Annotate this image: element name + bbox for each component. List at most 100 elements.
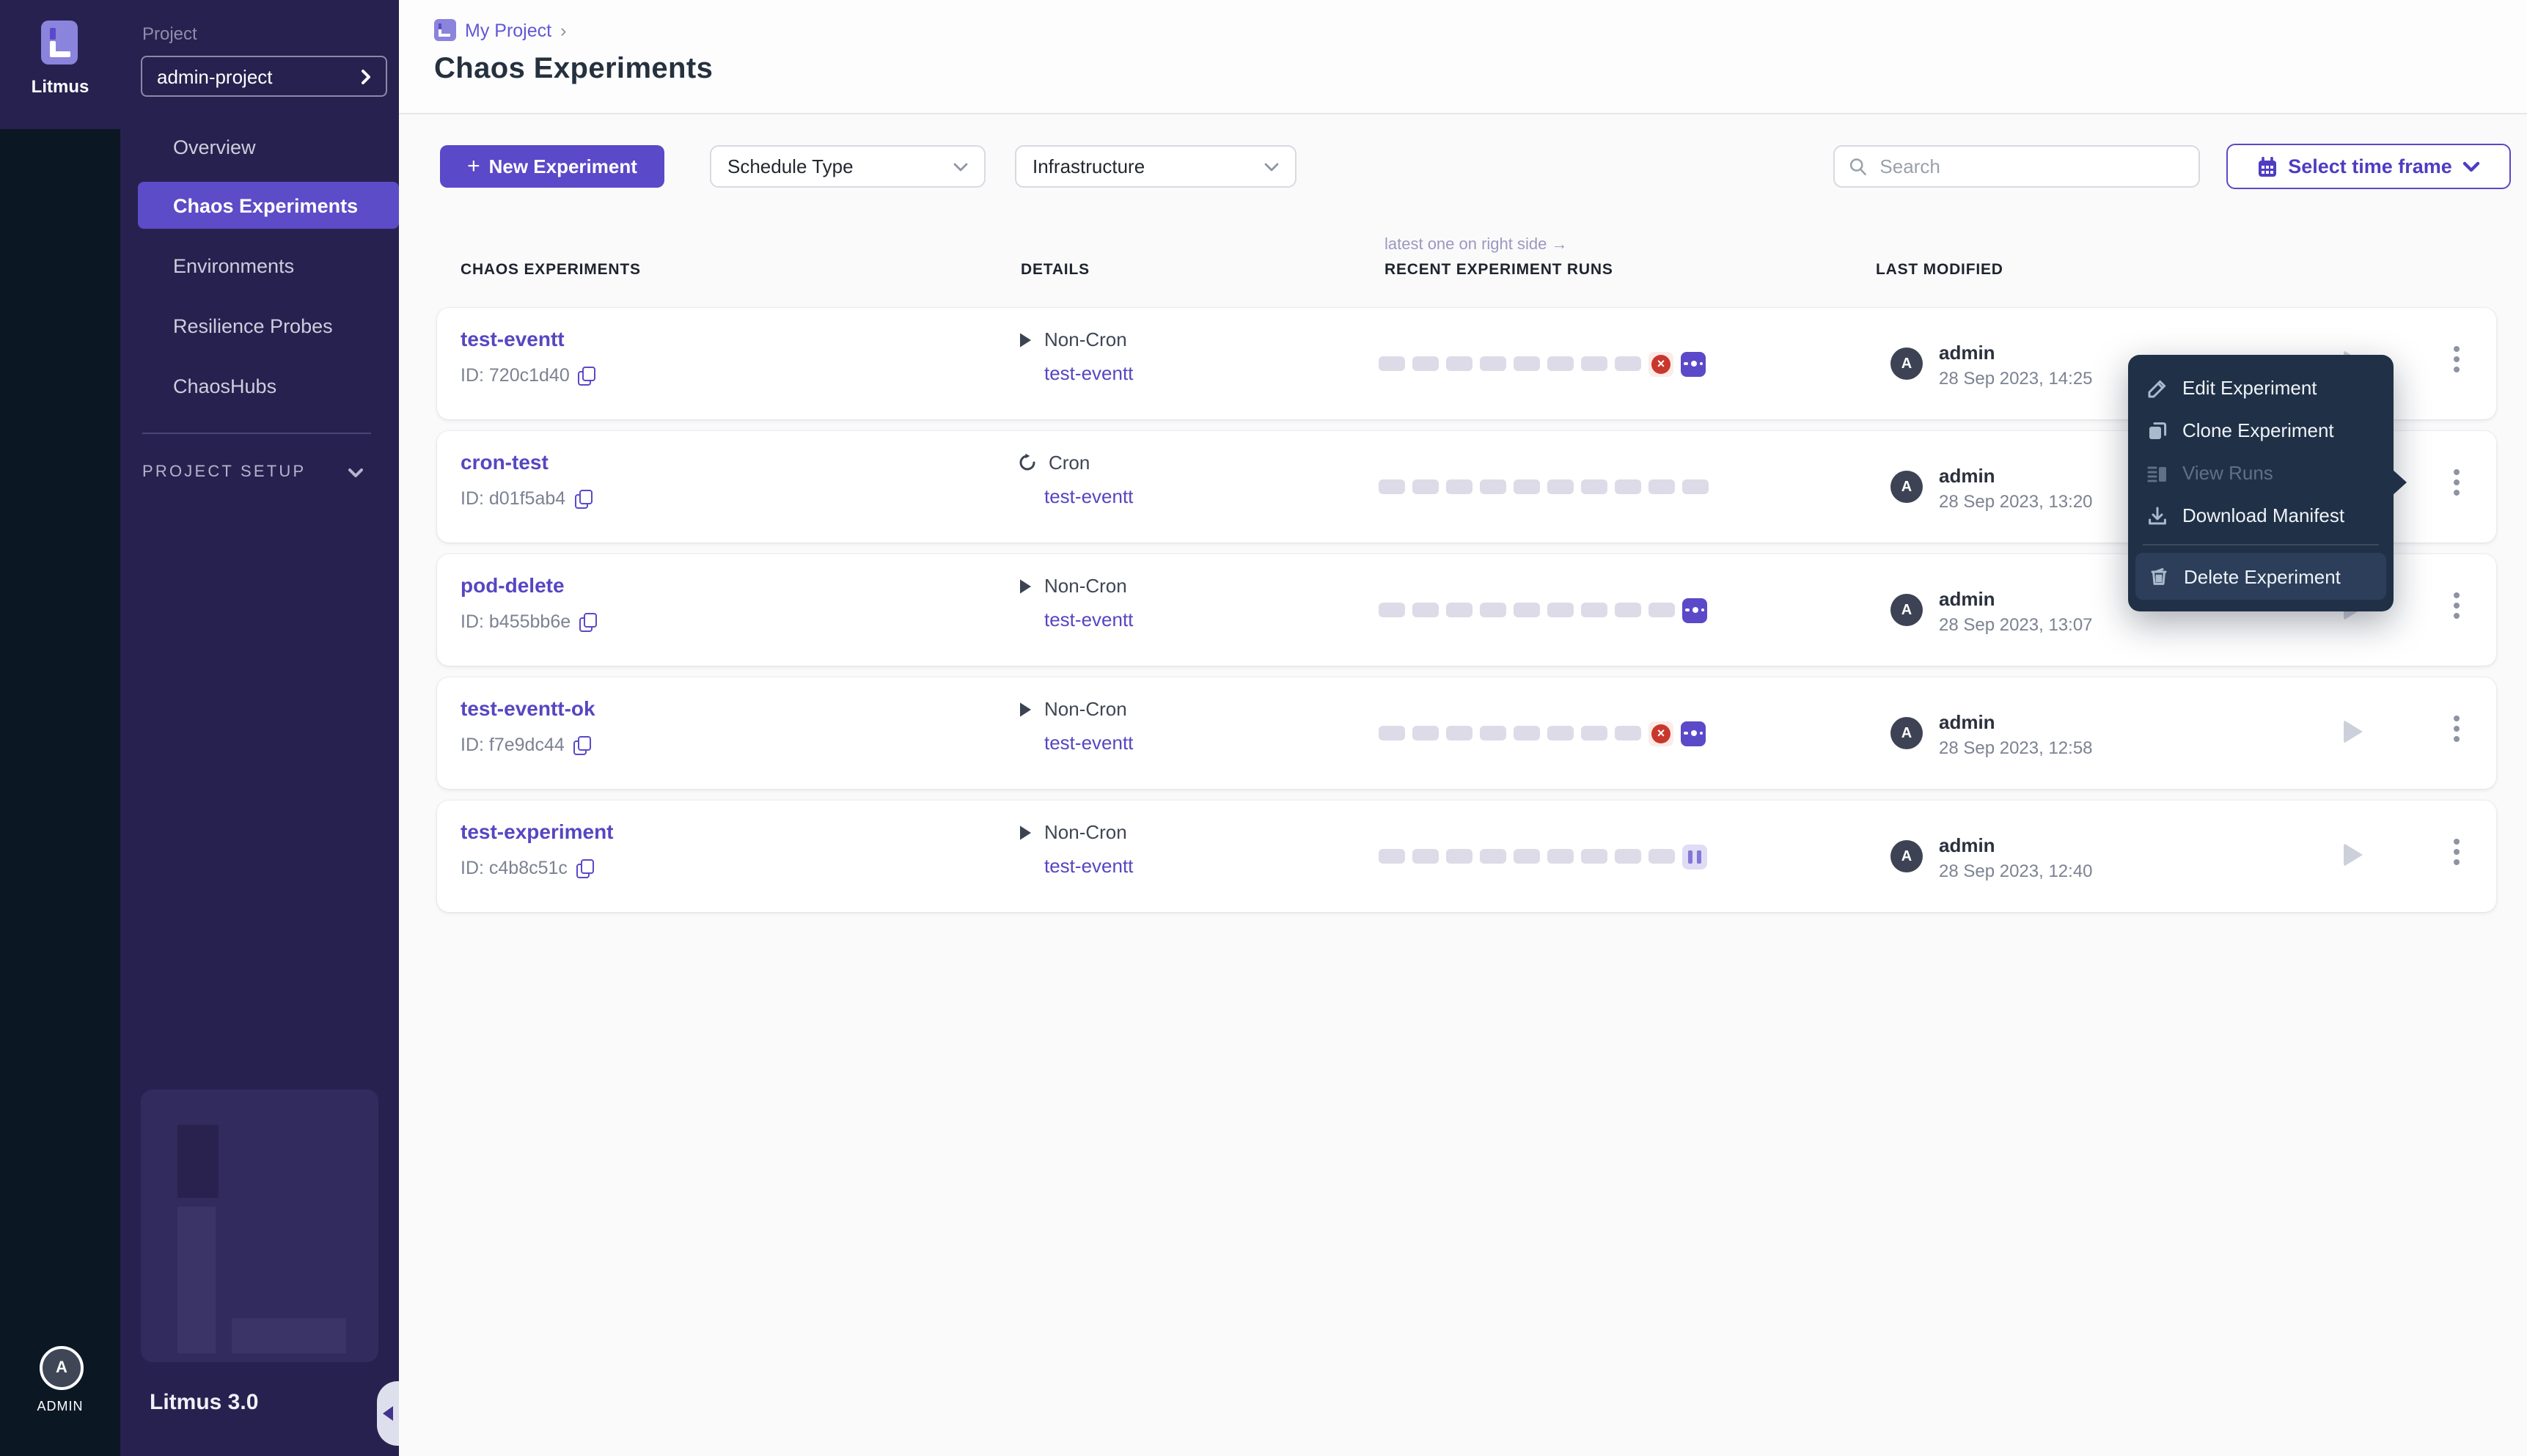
experiment-name-link[interactable]: test-experiment [461, 820, 614, 843]
run-empty-pill[interactable] [1480, 356, 1506, 371]
run-empty-pill[interactable] [1648, 849, 1675, 864]
run-empty-pill[interactable] [1379, 726, 1405, 740]
run-running-tile[interactable] [1681, 721, 1706, 746]
sidebar-item-overview[interactable]: Overview [173, 136, 256, 158]
run-empty-pill[interactable] [1547, 603, 1574, 617]
menu-item-delete-experiment[interactable]: Delete Experiment [2135, 553, 2386, 600]
run-empty-pill[interactable] [1446, 479, 1472, 494]
search-input[interactable] [1877, 154, 2184, 179]
experiment-name-link[interactable]: test-eventt [461, 327, 565, 350]
parent-experiment-link[interactable]: test-eventt [1044, 485, 1134, 507]
run-empty-pill[interactable] [1514, 849, 1540, 864]
details-cell: Non-Cron test-eventt [1018, 698, 1133, 754]
parent-experiment-link[interactable]: test-eventt [1044, 608, 1134, 630]
breadcrumb-link[interactable]: My Project [465, 20, 552, 40]
parent-experiment-link[interactable]: test-eventt [1044, 362, 1134, 384]
run-empty-pill[interactable] [1446, 849, 1472, 864]
run-empty-pill[interactable] [1379, 603, 1405, 617]
menu-item-clone-experiment[interactable]: Clone Experiment [2128, 409, 2394, 452]
run-empty-pill[interactable] [1379, 849, 1405, 864]
parent-experiment-link[interactable]: test-eventt [1044, 732, 1134, 754]
run-empty-pill[interactable] [1514, 356, 1540, 371]
run-empty-pill[interactable] [1514, 726, 1540, 740]
experiment-id: ID: f7e9dc44 [461, 735, 591, 755]
run-empty-pill[interactable] [1480, 849, 1506, 864]
experiment-name-link[interactable]: pod-delete [461, 573, 565, 597]
menu-item-edit-experiment[interactable]: Edit Experiment [2128, 367, 2394, 409]
run-empty-pill[interactable] [1615, 849, 1641, 864]
modified-by-user: admin [1939, 711, 1995, 733]
run-empty-pill[interactable] [1547, 726, 1574, 740]
run-empty-pill[interactable] [1412, 726, 1439, 740]
menu-divider [2143, 544, 2379, 545]
run-empty-pill[interactable] [1480, 603, 1506, 617]
run-empty-pill[interactable] [1379, 356, 1405, 371]
row-menu-button[interactable] [2449, 716, 2464, 742]
run-empty-pill[interactable] [1581, 849, 1607, 864]
run-experiment-button[interactable] [2344, 843, 2363, 867]
sidebar-collapse-button[interactable] [377, 1381, 399, 1446]
row-menu-button[interactable] [2449, 346, 2464, 372]
run-empty-pill[interactable] [1412, 356, 1439, 371]
experiment-name-link[interactable]: cron-test [461, 450, 549, 474]
sidebar-item-chaos-experiments[interactable]: Chaos Experiments [138, 182, 399, 229]
project-selector[interactable]: admin-project [141, 56, 387, 97]
run-empty-pill[interactable] [1446, 726, 1472, 740]
sidebar-item-chaoshubs[interactable]: ChaosHubs [173, 375, 277, 397]
run-empty-pill[interactable] [1514, 479, 1540, 494]
run-empty-pill[interactable] [1480, 479, 1506, 494]
run-empty-pill[interactable] [1581, 726, 1607, 740]
row-menu-button[interactable] [2449, 469, 2464, 496]
run-empty-pill[interactable] [1412, 479, 1439, 494]
litmus-logo-icon[interactable] [41, 21, 78, 65]
sidebar-item-environments[interactable]: Environments [173, 254, 295, 276]
run-empty-pill[interactable] [1648, 603, 1675, 617]
run-empty-pill[interactable] [1581, 603, 1607, 617]
run-empty-pill[interactable] [1547, 356, 1574, 371]
run-empty-pill[interactable] [1682, 479, 1709, 494]
copy-icon[interactable] [579, 613, 598, 632]
sidebar-item-resilience-probes[interactable]: Resilience Probes [173, 315, 333, 337]
copy-icon[interactable] [573, 736, 591, 755]
plus-icon: + [467, 154, 480, 179]
row-context-menu: Edit Experiment Clone Experiment View Ru… [2128, 355, 2407, 611]
experiment-name-link[interactable]: test-eventt-ok [461, 696, 595, 720]
schedule-type-value: Non-Cron [1044, 328, 1127, 350]
run-empty-pill[interactable] [1514, 603, 1540, 617]
search-field[interactable] [1833, 145, 2200, 188]
infrastructure-dropdown[interactable]: Infrastructure [1015, 145, 1296, 188]
run-failed-tile[interactable]: × [1648, 351, 1673, 376]
run-empty-pill[interactable] [1581, 356, 1607, 371]
new-experiment-button[interactable]: + New Experiment [440, 145, 664, 188]
schedule-type-dropdown[interactable]: Schedule Type [710, 145, 986, 188]
run-empty-pill[interactable] [1412, 603, 1439, 617]
time-frame-button[interactable]: Select time frame [2226, 144, 2511, 189]
parent-experiment-link[interactable]: test-eventt [1044, 855, 1134, 877]
copy-icon[interactable] [576, 859, 594, 878]
copy-icon[interactable] [578, 367, 596, 386]
run-empty-pill[interactable] [1446, 356, 1472, 371]
copy-icon[interactable] [574, 490, 593, 509]
row-menu-button[interactable] [2449, 839, 2464, 865]
run-empty-pill[interactable] [1615, 356, 1641, 371]
admin-avatar[interactable]: A [40, 1346, 84, 1390]
run-empty-pill[interactable] [1615, 603, 1641, 617]
run-empty-pill[interactable] [1446, 603, 1472, 617]
run-paused-tile[interactable] [1682, 844, 1707, 869]
run-failed-tile[interactable]: × [1648, 721, 1673, 746]
run-empty-pill[interactable] [1581, 479, 1607, 494]
run-empty-pill[interactable] [1379, 479, 1405, 494]
run-experiment-button[interactable] [2344, 720, 2363, 743]
run-empty-pill[interactable] [1547, 479, 1574, 494]
project-setup-toggle[interactable]: PROJECT SETUP [142, 463, 363, 481]
menu-item-download-manifest[interactable]: Download Manifest [2128, 494, 2394, 537]
row-menu-button[interactable] [2449, 592, 2464, 619]
run-empty-pill[interactable] [1615, 479, 1641, 494]
run-empty-pill[interactable] [1480, 726, 1506, 740]
run-empty-pill[interactable] [1412, 849, 1439, 864]
run-running-tile[interactable] [1681, 351, 1706, 376]
run-empty-pill[interactable] [1615, 726, 1641, 740]
run-empty-pill[interactable] [1648, 479, 1675, 494]
run-empty-pill[interactable] [1547, 849, 1574, 864]
run-running-tile[interactable] [1682, 598, 1707, 622]
